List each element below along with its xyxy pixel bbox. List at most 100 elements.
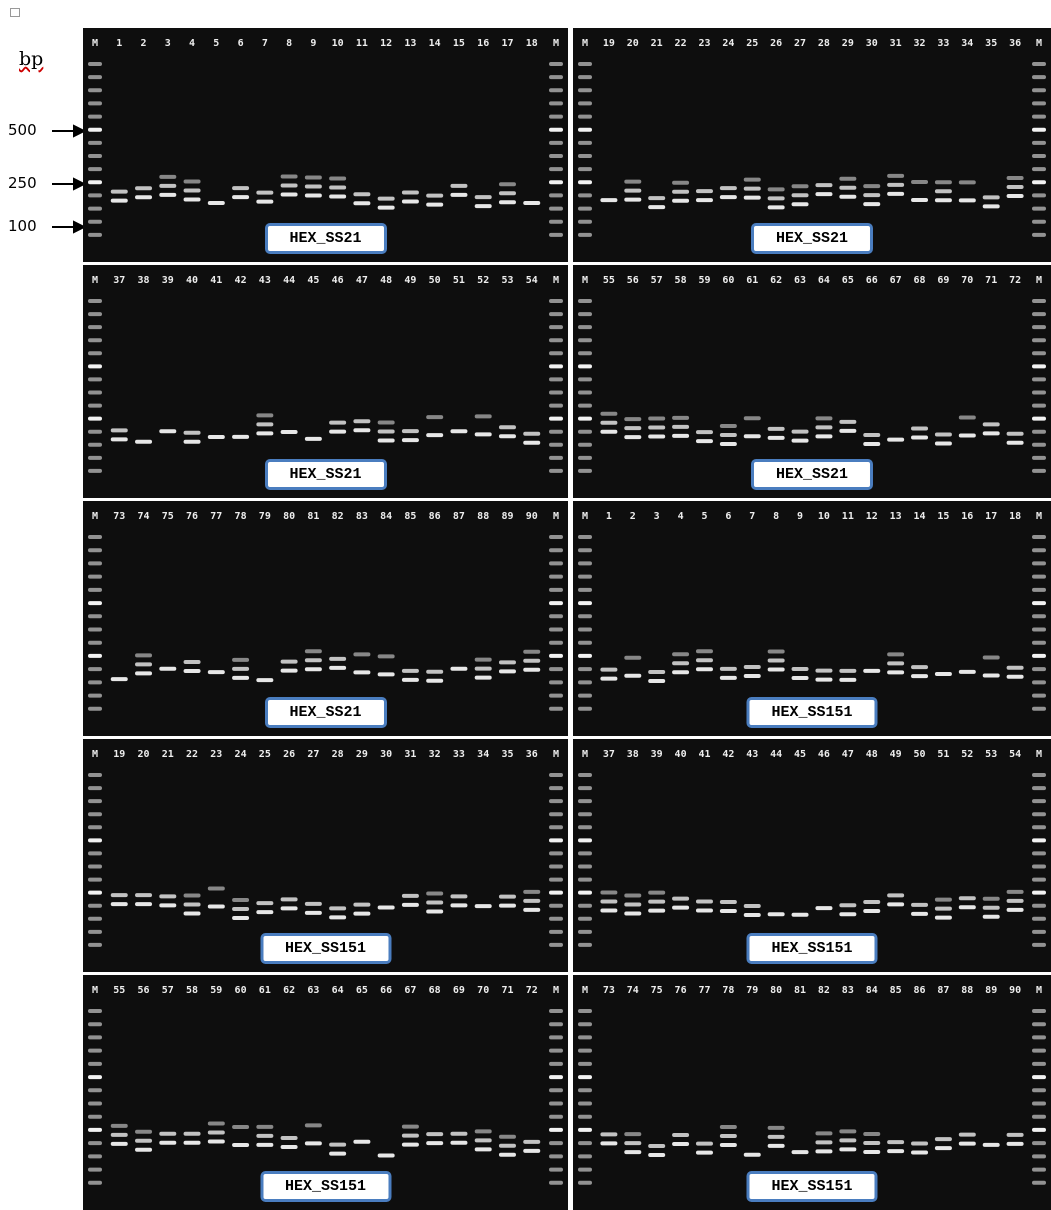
- band: [600, 891, 617, 895]
- ladder-band: [578, 548, 592, 552]
- primer-label: HEX_SS151: [746, 697, 877, 728]
- band: [648, 205, 665, 209]
- lane-label: 32: [913, 38, 925, 49]
- lane-label: 24: [722, 38, 734, 49]
- ladder-band: [88, 1181, 102, 1185]
- ladder-band: [88, 561, 102, 565]
- ladder-band: [549, 614, 563, 618]
- band: [720, 186, 737, 190]
- lane-label: 67: [404, 985, 416, 996]
- lane-label: 29: [842, 38, 854, 49]
- ladder-band: [578, 904, 592, 908]
- lane-label: 43: [746, 749, 758, 760]
- band: [935, 442, 952, 446]
- band: [983, 204, 1000, 208]
- band: [815, 669, 832, 673]
- ladder-band: [578, 391, 592, 395]
- ladder-band: [88, 154, 102, 158]
- band: [329, 430, 346, 434]
- lane-label: 42: [722, 749, 734, 760]
- band: [887, 1140, 904, 1144]
- band: [232, 658, 249, 662]
- ladder-band: [88, 865, 102, 869]
- band: [426, 415, 443, 419]
- ladder-band: [88, 207, 102, 211]
- ladder-band: [578, 193, 592, 197]
- ladder-band: [549, 601, 563, 605]
- band: [475, 904, 492, 908]
- band: [863, 1132, 880, 1136]
- band: [281, 175, 298, 179]
- ladder-band: [1032, 601, 1046, 605]
- ladder-band: [578, 575, 592, 579]
- ladder-band: [1032, 1009, 1046, 1013]
- band: [523, 441, 540, 445]
- lane-label: 33: [453, 749, 465, 760]
- ladder-band: [578, 1049, 592, 1053]
- band: [499, 660, 516, 664]
- ladder-band: [1032, 628, 1046, 632]
- ladder-band: [1032, 614, 1046, 618]
- ladder-band: [549, 1181, 563, 1185]
- lane-label: 68: [913, 275, 925, 286]
- lane-label: 70: [477, 985, 489, 996]
- lane-label: 62: [283, 985, 295, 996]
- ladder-band: [549, 377, 563, 381]
- lane-label: 36: [1009, 38, 1021, 49]
- band: [378, 206, 395, 210]
- band: [208, 904, 225, 908]
- band: [281, 184, 298, 188]
- band: [184, 440, 201, 444]
- ladder-band: [1032, 786, 1046, 790]
- band: [523, 201, 540, 205]
- band: [208, 435, 225, 439]
- ladder-band: [1032, 1181, 1046, 1185]
- ladder-band: [1032, 1088, 1046, 1092]
- ladder-band: [1032, 325, 1046, 329]
- lane-label: 50: [429, 275, 441, 286]
- band: [672, 670, 689, 674]
- ladder-band: [578, 680, 592, 684]
- band: [353, 903, 370, 907]
- lane-label: 37: [603, 749, 615, 760]
- band: [426, 433, 443, 437]
- ladder-band: [1032, 404, 1046, 408]
- lane-label: 56: [627, 275, 639, 286]
- band: [232, 1125, 249, 1129]
- lane-label: M: [1036, 38, 1042, 49]
- ladder-band: [88, 430, 102, 434]
- band: [959, 1142, 976, 1146]
- band: [672, 416, 689, 420]
- ladder-band: [578, 930, 592, 934]
- lane-label: 90: [526, 511, 538, 522]
- band: [839, 1138, 856, 1142]
- band: [696, 189, 713, 193]
- ladder-band: [549, 404, 563, 408]
- lane-label: 59: [210, 985, 222, 996]
- ladder-band: [1032, 1075, 1046, 1079]
- lane-label: 19: [603, 38, 615, 49]
- band: [378, 1153, 395, 1157]
- lane-label: 48: [380, 275, 392, 286]
- band: [935, 898, 952, 902]
- band: [523, 1149, 540, 1153]
- band: [1007, 908, 1024, 912]
- band: [792, 202, 809, 206]
- ladder-band: [578, 588, 592, 592]
- lane-label: 3: [654, 511, 660, 522]
- gel-panel: M123456789101112131415161718MHEX_SS151: [573, 501, 1051, 736]
- band: [111, 1133, 128, 1137]
- lane-label: 61: [746, 275, 758, 286]
- band: [887, 1149, 904, 1153]
- ladder-band: [578, 377, 592, 381]
- lane-label: M: [553, 749, 559, 760]
- lane-label: 62: [770, 275, 782, 286]
- band: [256, 200, 273, 204]
- ladder-band: [88, 180, 102, 184]
- lane-label: 54: [1009, 749, 1021, 760]
- band: [672, 906, 689, 910]
- band: [159, 894, 176, 898]
- band: [815, 425, 832, 429]
- band: [523, 1140, 540, 1144]
- band: [208, 1131, 225, 1135]
